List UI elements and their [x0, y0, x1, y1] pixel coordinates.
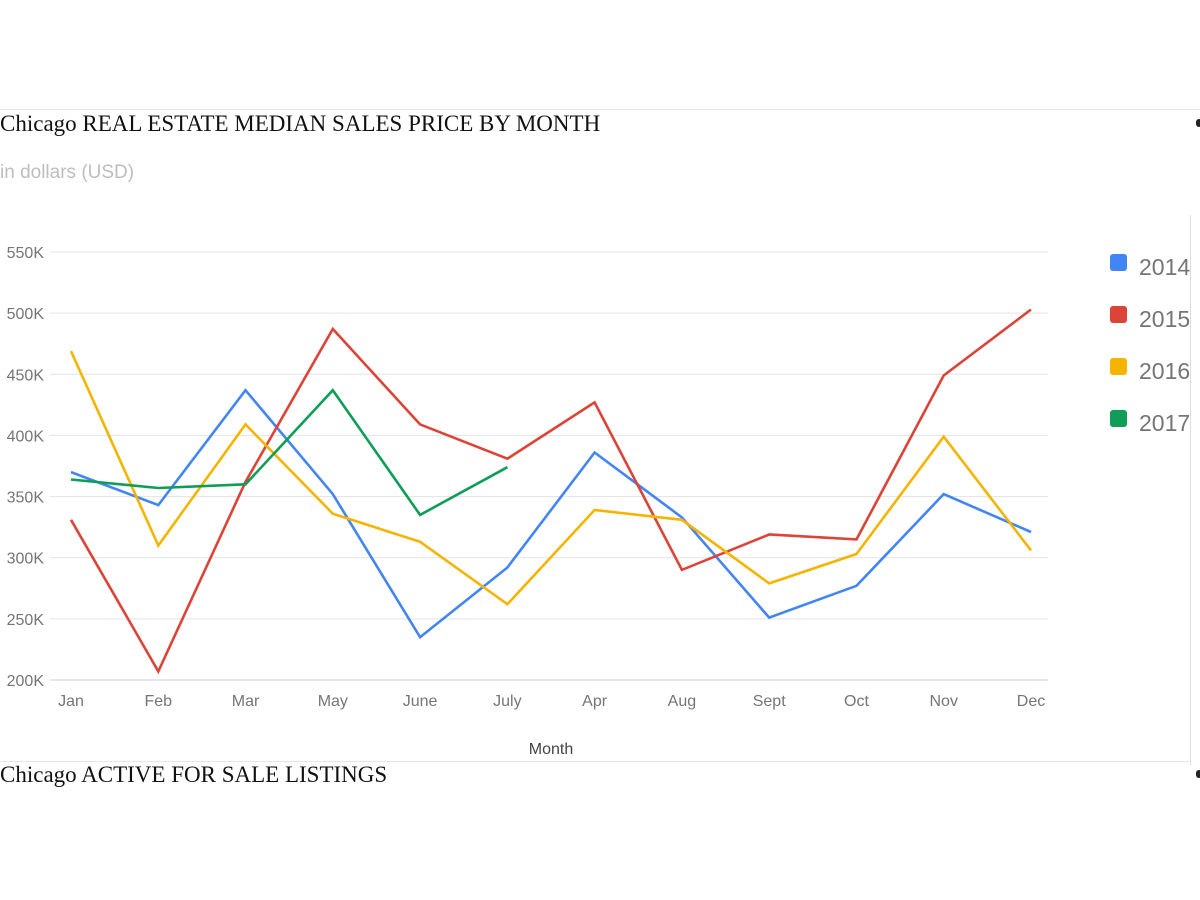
x-tick-label: Nov	[930, 693, 958, 710]
x-tick-label: July	[493, 693, 521, 710]
section-divider	[0, 109, 1200, 110]
legend-swatch	[1110, 254, 1127, 271]
section-divider	[0, 761, 1190, 762]
panel-edge	[1190, 215, 1191, 765]
y-tick-label: 250K	[7, 612, 45, 629]
x-tick-label: Oct	[844, 693, 869, 710]
x-tick-label: Apr	[582, 693, 608, 710]
legend-label: 2015	[1139, 306, 1190, 332]
section-title: Chicago ACTIVE FOR SALE LISTINGS	[0, 762, 388, 787]
x-axis-title: Month	[529, 741, 573, 758]
legend-swatch	[1110, 358, 1127, 375]
series-line-2014	[70, 388, 1032, 640]
chart-title: Chicago REAL ESTATE MEDIAN SALES PRICE B…	[0, 111, 601, 136]
legend-label: 2014	[1139, 254, 1190, 280]
x-tick-label: June	[403, 693, 438, 710]
section-marker-icon	[1196, 119, 1200, 127]
y-tick-label: 400K	[7, 428, 45, 445]
y-tick-label: 300K	[7, 551, 45, 568]
x-tick-label: Sept	[753, 693, 786, 710]
legend-label: 2017	[1139, 410, 1190, 436]
x-tick-label: Dec	[1017, 693, 1045, 710]
y-tick-label: 550K	[7, 245, 45, 262]
series-line-2016	[69, 350, 1033, 606]
series-line-2017	[70, 388, 509, 517]
chart-subtitle: in dollars (USD)	[0, 162, 135, 183]
section-marker-icon	[1196, 770, 1200, 778]
x-tick-label: Feb	[144, 693, 172, 710]
y-tick-label: 450K	[7, 367, 45, 384]
x-tick-label: May	[318, 693, 348, 710]
legend-swatch	[1110, 306, 1127, 323]
x-tick-label: Jan	[58, 693, 84, 710]
x-tick-label: Mar	[232, 693, 260, 710]
x-tick-label: Aug	[668, 693, 696, 710]
legend-swatch	[1110, 410, 1127, 427]
y-tick-label: 500K	[7, 306, 45, 323]
y-tick-label: 350K	[7, 490, 45, 507]
legend-label: 2016	[1139, 358, 1190, 384]
y-tick-label: 200K	[7, 673, 45, 690]
series-line-2015	[69, 308, 1032, 675]
